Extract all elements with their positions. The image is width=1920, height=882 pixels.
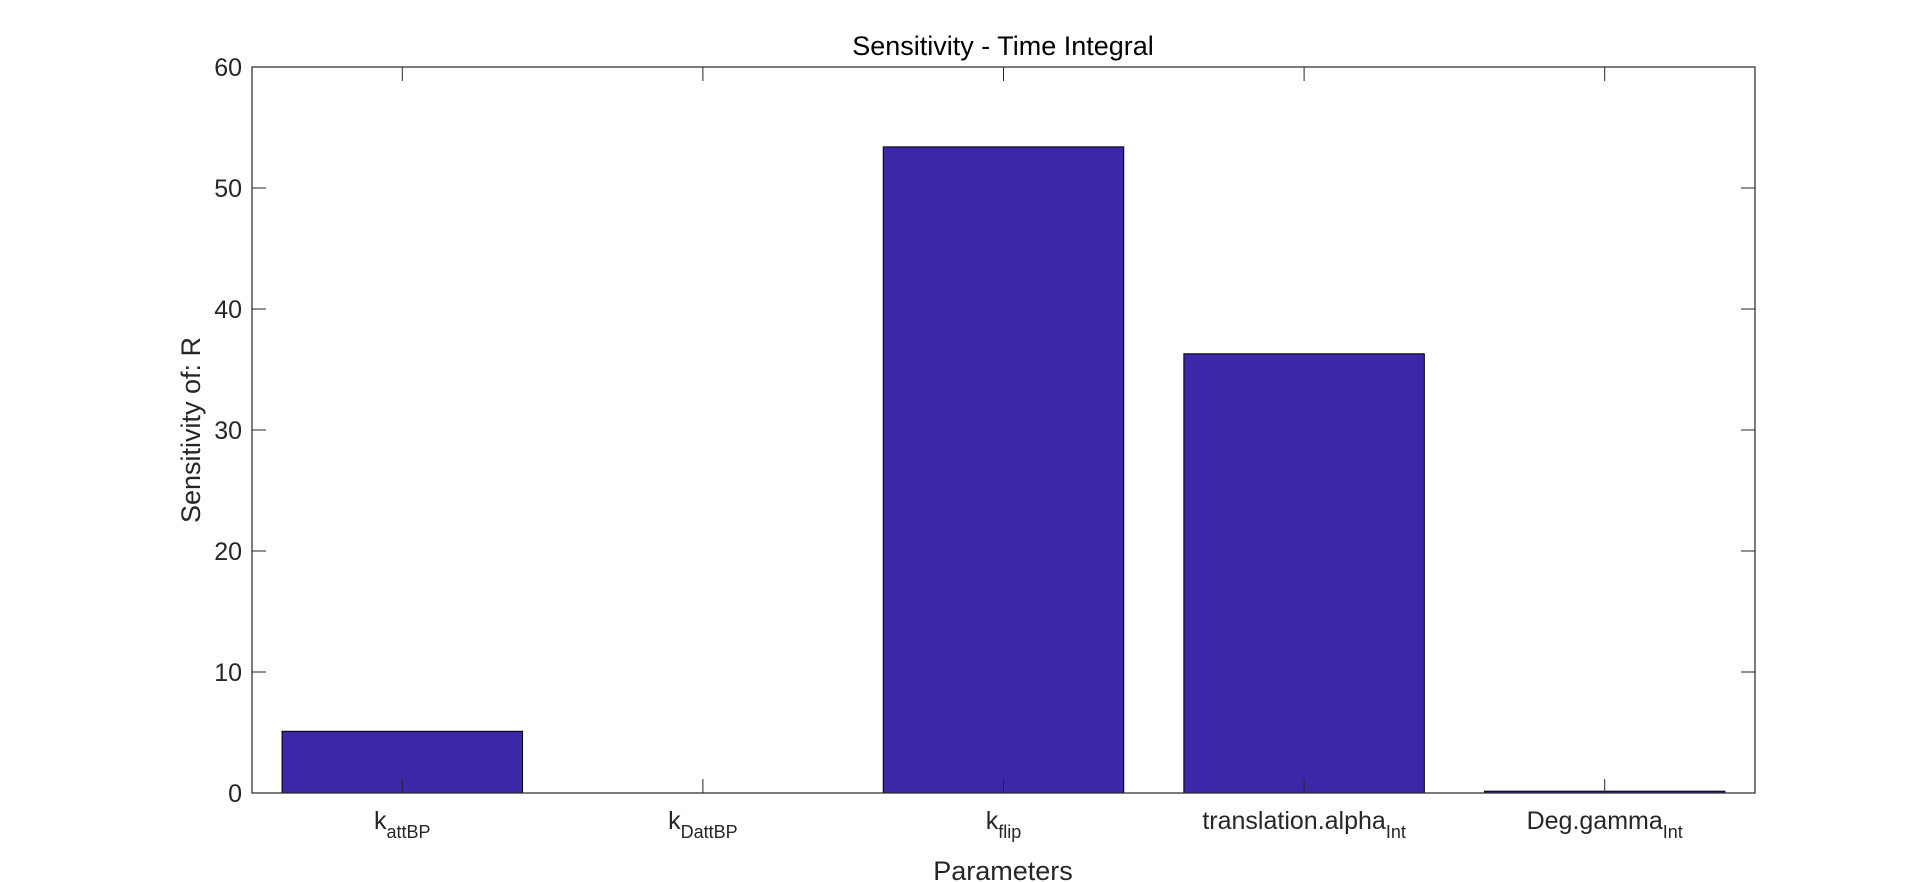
y-tick-label-3: 30: [214, 417, 242, 445]
y-tick-label-1: 10: [214, 659, 242, 687]
x-axis-label: Parameters: [933, 856, 1073, 882]
y-tick-label-6: 60: [214, 54, 242, 82]
x-tick-label-2: kflip: [986, 807, 1022, 842]
x-tick-label-4: Deg.gammaInt: [1527, 807, 1683, 842]
x-tick-label-1: kDattBP: [668, 807, 738, 842]
axes-box: [251, 66, 1756, 794]
x-tick-label-0: kattBP: [374, 807, 431, 842]
y-tick-labels: 0 10 20 30 40 50 60: [214, 54, 242, 808]
y-tick-label-2: 20: [214, 538, 242, 566]
y-tick-label-0: 0: [228, 780, 242, 808]
bar-3: [1183, 353, 1425, 794]
y-tick-label-5: 50: [214, 175, 242, 203]
bars-group: [281, 146, 1726, 794]
bar-2: [882, 146, 1125, 794]
chart-title: Sensitivity - Time Integral: [852, 31, 1154, 61]
x-tick-label-3: translation.alphaInt: [1202, 807, 1405, 842]
y-tick-label-4: 40: [214, 296, 242, 324]
x-tick-labels: kattBP kDattBP kflip translation.alphaInt De…: [374, 807, 1683, 842]
y-axis-label: Sensitivity of: R: [176, 337, 206, 523]
